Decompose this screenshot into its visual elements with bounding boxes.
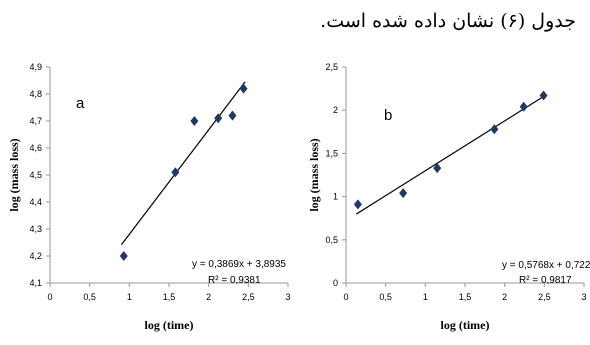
b-y-tick-label: 2 [333,105,338,115]
a-y-axis-label: log (mass loss) [7,138,21,211]
a-x-tick-label: 0 [47,292,52,302]
a-data-point [171,167,180,178]
a-y-tick-label: 4,8 [29,89,42,99]
a-data-point [214,113,223,124]
a-panel-label: a [76,95,85,112]
b-data-point [433,163,442,174]
a-y-tick-label: 4,3 [29,224,42,234]
b-data-point [490,124,499,135]
b-r2: R² = 0,9817 [519,275,572,286]
b-y-tick-label: 0,5 [325,235,338,245]
b-x-tick-label: 2 [502,292,507,302]
a-r2: R² = 0,9381 [208,275,261,286]
a-equation: y = 0,3869x + 3,8935 [192,259,286,270]
b-x-tick-label: 1 [423,292,428,302]
a-data-point [239,83,248,94]
a-x-tick-label: 3 [285,292,290,302]
a-data-point [228,110,237,121]
b-equation: y = 0,5768x + 0,7229 [502,260,590,271]
b-y-tick-label: 2,5 [325,62,338,72]
chart-a: 0 0,5 1 1,5 2 2,5 3 4,1 4,2 4,3 4,4 4,5 4,6 4,7 4,8 4,9… [7,62,291,332]
b-panel-label: b [384,107,392,124]
b-x-axis-label: log (time) [441,318,490,332]
b-data-point [539,90,548,101]
b-data-point [353,199,362,210]
a-x-tick-label: 1 [127,292,132,302]
a-y-tick-label: 4,7 [29,116,42,126]
b-data-point [399,188,408,199]
b-y-tick-label: 0 [333,278,338,288]
chart-b: 0 0,5 1 1,5 2 2,5 3 0 0,5 1 1,5 2 2,5 b y = 0,5768x + … [307,62,590,332]
a-x-axis-label: log (time) [145,318,194,332]
b-x-tick-label: 2,5 [538,292,551,302]
a-data-point [190,116,199,126]
caption-text: جدول (۶) نشان داده شده است. [320,10,576,32]
b-x-tick-label: 0 [343,292,348,302]
a-y-tick-label: 4,5 [29,170,42,180]
a-y-tick-label: 4,2 [29,251,42,261]
a-trendline [120,81,246,246]
b-y-axis-label: log (mass loss) [307,138,321,211]
b-y-tick-label: 1 [333,192,338,202]
b-x-tick-label: 1,5 [459,292,472,302]
a-y-tick-label: 4,1 [29,278,42,288]
a-y-tick-label: 4,9 [29,62,42,72]
b-x-tick-label: 3 [581,292,586,302]
a-data-point [119,251,128,261]
a-x-tick-label: 1,5 [163,292,176,302]
b-trendline [355,95,545,215]
a-x-tick-label: 2,5 [242,292,255,302]
b-y-tick-label: 1,5 [325,148,338,158]
b-x-tick-label: 0,5 [379,292,392,302]
a-x-tick-label: 2 [206,292,211,302]
b-data-point [519,101,528,112]
a-y-tick-label: 4,6 [29,143,42,153]
a-y-tick-label: 4,4 [29,197,42,207]
a-x-tick-label: 0,5 [83,292,96,302]
